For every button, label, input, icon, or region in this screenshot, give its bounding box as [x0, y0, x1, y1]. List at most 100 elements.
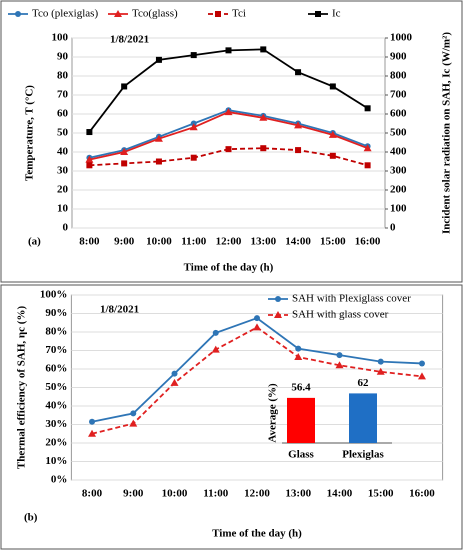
marker	[336, 352, 343, 359]
marker	[418, 360, 425, 367]
marker	[225, 47, 232, 54]
y2-tick-label: 0	[390, 222, 396, 234]
x-axis-label: Time of the day (h)	[212, 528, 302, 540]
marker	[253, 323, 261, 331]
y-tick-label: 60%	[45, 363, 67, 375]
y2-tick-label: 200	[390, 184, 407, 196]
bar	[349, 393, 377, 443]
marker	[212, 329, 219, 336]
marker	[155, 56, 162, 63]
y-axis-label: Thermal efficiency of SAH, ηc (%)	[16, 306, 28, 470]
y-tick-label: 90%	[45, 307, 67, 319]
y2-axis-label: Incident solar radiation on SAH, Ic (W/m…	[441, 32, 453, 234]
y2-tick-label: 100	[390, 203, 407, 215]
x-tick-label: 16:00	[355, 236, 381, 248]
y-tick-label: 20%	[45, 437, 67, 449]
x-tick-label: 8:00	[79, 236, 100, 248]
y-axis-label: Temperature, T (°C)	[24, 85, 36, 181]
legend-marker	[275, 296, 281, 302]
marker	[335, 361, 344, 369]
x-tick-label: 10:00	[146, 236, 172, 248]
x-tick-label: 13:00	[250, 236, 276, 248]
y-tick-label: 10	[57, 203, 69, 215]
y2-tick-label: 500	[390, 127, 407, 139]
x-tick-label: 10:00	[162, 488, 188, 500]
x-tick-label: 16:00	[409, 488, 435, 500]
marker	[295, 69, 302, 76]
marker	[329, 83, 336, 90]
marker	[329, 152, 336, 159]
marker	[211, 345, 220, 353]
x-tick-label: 15:00	[320, 236, 346, 248]
legend-label: SAH with Plexiglass cover	[292, 293, 411, 305]
marker	[155, 158, 162, 165]
y-tick-label: 80%	[45, 326, 67, 338]
marker	[154, 134, 163, 142]
marker	[170, 378, 179, 386]
legend-label: Tco (plexiglas)	[32, 8, 98, 20]
y-tick-label: 20	[57, 184, 69, 196]
marker	[121, 83, 128, 90]
legend-label: Ic	[332, 8, 341, 20]
marker	[190, 154, 197, 161]
y2-tick-label: 400	[390, 146, 407, 158]
marker	[363, 144, 372, 152]
marker	[89, 418, 96, 425]
marker	[364, 162, 371, 169]
x-tick-label: 8:00	[82, 488, 103, 500]
marker	[364, 105, 371, 112]
panel-label: (b)	[24, 512, 38, 524]
legend-label: Tci	[232, 8, 246, 20]
marker	[225, 146, 232, 153]
x-tick-label: 9:00	[114, 236, 135, 248]
x-tick-label: 13:00	[285, 488, 311, 500]
marker	[86, 162, 93, 169]
marker	[260, 46, 267, 53]
y-tick-label: 100%	[40, 289, 68, 301]
marker	[189, 123, 198, 131]
y2-tick-label: 600	[390, 108, 407, 120]
bar-category-label: Plexiglas	[342, 449, 384, 461]
y-tick-label: 80	[57, 70, 69, 82]
x-tick-label: 15:00	[368, 488, 394, 500]
y-tick-label: 40%	[45, 400, 67, 412]
marker	[88, 429, 97, 437]
annotation: 1/8/2021	[110, 34, 149, 46]
y-tick-label: 50	[57, 127, 69, 139]
y-tick-label: 10%	[45, 455, 67, 467]
marker	[294, 352, 303, 360]
marker	[376, 367, 385, 375]
inset-y-label: Average (%)	[267, 383, 279, 443]
annotation: 1/8/2021	[100, 304, 139, 316]
y2-tick-label: 900	[390, 51, 407, 63]
y-tick-label: 0	[63, 222, 69, 234]
marker	[377, 358, 384, 365]
marker	[130, 410, 137, 417]
x-tick-label: 12:00	[244, 488, 270, 500]
marker	[171, 370, 178, 377]
marker	[85, 155, 94, 163]
marker	[224, 108, 233, 116]
y-tick-label: 30	[57, 165, 69, 177]
legend-marker	[114, 10, 122, 17]
x-tick-label: 14:00	[285, 236, 311, 248]
legend-marker	[274, 311, 282, 318]
y2-tick-label: 800	[390, 70, 407, 82]
marker	[121, 160, 128, 167]
x-tick-label: 9:00	[123, 488, 144, 500]
y2-tick-label: 1000	[390, 32, 413, 44]
x-tick-label: 11:00	[203, 488, 229, 500]
x-tick-label: 11:00	[181, 236, 207, 248]
bar-category-label: Glass	[288, 449, 314, 461]
y-tick-label: 0%	[51, 474, 68, 486]
marker	[254, 315, 260, 322]
marker	[129, 419, 138, 427]
legend-marker	[15, 11, 21, 17]
y-tick-label: 70	[57, 89, 69, 101]
marker	[417, 372, 426, 380]
bar-value-label: 62	[358, 377, 370, 389]
y-tick-label: 70%	[45, 344, 67, 356]
panel-b-frame	[0, 284, 463, 550]
bar	[287, 397, 315, 443]
